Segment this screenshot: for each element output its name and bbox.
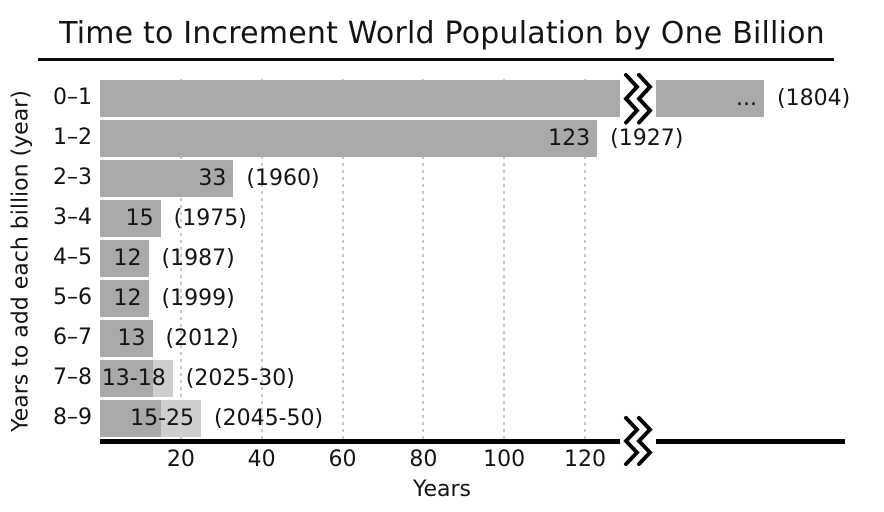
bar-segment-solid [100,319,153,357]
x-axis-line [100,439,845,444]
category-label: 5–6 [53,285,92,311]
value-label: 13-18 [101,365,166,391]
year-label: (1960) [246,165,320,191]
axis-break-icon [623,415,653,467]
gridline [179,79,182,439]
value-label: 13 [117,325,146,351]
gridline [422,79,425,439]
year-label: (1999) [161,285,235,311]
year-label: (2025-30) [185,365,295,391]
year-label: (1804) [777,85,851,111]
year-label: (1987) [161,245,235,271]
gridline [584,79,586,439]
category-label: 7–8 [53,365,92,391]
x-axis-label: Years [412,477,472,502]
x-tick-label: 120 [564,447,606,472]
x-tick-label: 80 [409,447,438,472]
year-label: (1975) [173,205,247,231]
year-label: (2012) [165,325,239,351]
category-label: 1–2 [53,125,92,151]
bar-segment-solid [100,199,161,237]
value-label: 12 [113,285,142,311]
value-label: 33 [198,165,227,191]
x-tick-label: 20 [166,447,195,472]
axis-break-icon [623,72,653,125]
category-label: 4–5 [53,245,92,271]
bar-segment-projected [152,359,173,397]
bar-segment-solid [100,279,149,317]
gridline [503,79,506,439]
category-label: 2–3 [53,165,92,191]
gridline [260,79,263,439]
bar-segment-solid [100,239,149,277]
value-label: 123 [548,125,591,151]
category-label: 3–4 [53,205,92,231]
value-label: 12 [113,245,142,271]
bar-segment-solid [100,399,161,437]
bar-segment-solid [100,359,153,397]
category-label: 0–1 [53,85,92,111]
year-label: (2045-50) [214,405,324,431]
value-label: 15-25 [130,405,195,431]
bar-segment-solid [100,119,598,157]
x-tick-label: 100 [483,447,526,472]
title-underline [38,58,834,61]
value-label: ... [736,85,758,111]
chart-title: Time to Increment World Population by On… [59,16,825,51]
category-label: 8–9 [53,405,92,431]
x-tick-label: 60 [328,447,357,472]
category-label: 6–7 [53,325,92,351]
value-label: 15 [125,205,154,231]
bar-segment-projected [160,399,202,437]
x-tick-label: 40 [247,447,276,472]
gridline [341,79,344,439]
year-label: (1927) [610,125,684,151]
bar-segment-solid [100,159,234,197]
